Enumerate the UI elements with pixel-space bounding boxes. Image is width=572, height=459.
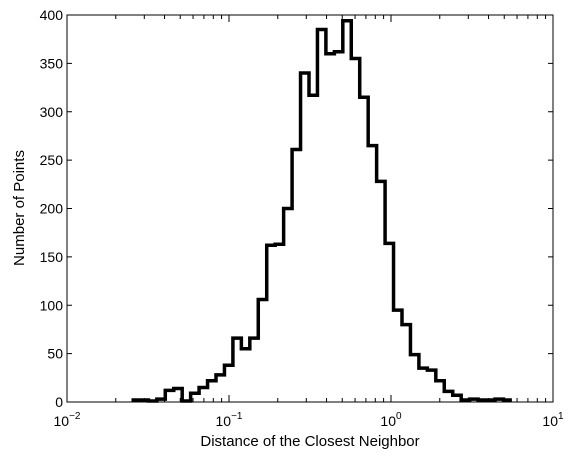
y-tick-label: 400 (40, 7, 64, 23)
y-tick-label: 200 (40, 201, 64, 217)
x-tick-label: 10−1 (216, 411, 243, 429)
x-tick-label: 10−2 (54, 411, 81, 429)
y-tick-label: 100 (40, 297, 64, 313)
y-tick-label: 300 (40, 104, 64, 120)
x-tick-labels: 10−2 10−1 100 101 (54, 411, 565, 429)
y-tick-label: 0 (55, 394, 63, 410)
histogram-outline (131, 19, 512, 403)
y-tick-label: 150 (40, 249, 64, 265)
y-tick-label: 350 (40, 55, 64, 71)
y-tick-label: 50 (47, 346, 63, 362)
y-axis-label: Number of Points (11, 150, 28, 266)
y-tick-labels: 0 50 100 150 200 250 300 350 400 (40, 7, 64, 410)
y-tick-label: 250 (40, 152, 64, 168)
plot-frame (66, 14, 554, 403)
x-axis-label: Distance of the Closest Neighbor (200, 433, 419, 450)
x-tick-label: 100 (380, 411, 402, 429)
x-tick-label: 101 (542, 411, 564, 429)
